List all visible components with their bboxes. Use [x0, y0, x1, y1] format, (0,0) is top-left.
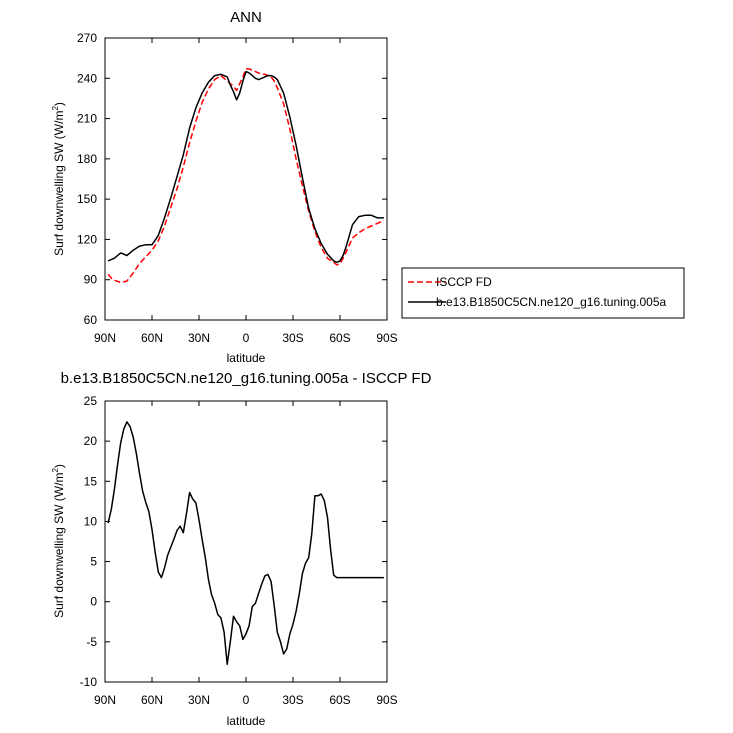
- top-x-tick-label: 90S: [376, 331, 397, 345]
- top-y-tick-label: 180: [77, 152, 97, 166]
- legend-label-isccp: ISCCP FD: [436, 275, 492, 289]
- bottom-chart-series: [107, 421, 384, 666]
- top-y-axis: 60 90 120 150 180 210 240 270: [77, 31, 387, 327]
- bottom-chart: b.e13.B1850C5CN.ne120_g16.tuning.005a - …: [51, 370, 432, 728]
- top-x-tick-label: 60S: [329, 331, 350, 345]
- bottom-y-tick-label: 0: [90, 595, 97, 609]
- bottom-x-tick-label: 60N: [141, 693, 163, 707]
- bottom-y-tick-label: 25: [84, 394, 98, 408]
- top-chart: ANN 60 90 120 150 180 210 240 270 90N 60N 30N 0 30S…: [51, 9, 685, 365]
- top-y-tick-label: 270: [77, 31, 97, 45]
- top-chart-title: ANN: [230, 9, 262, 26]
- bottom-y-axis: -10 -5 0 5 10 15 20 25: [80, 394, 387, 689]
- bottom-y-axis-title: Surf downwelling SW (W/m2): [51, 464, 66, 618]
- bottom-chart-title: b.e13.B1850C5CN.ne120_g16.tuning.005a - …: [61, 370, 432, 387]
- top-x-axis-title: latitude: [227, 351, 266, 365]
- legend-box: [401, 267, 685, 319]
- legend: ISCCP FD b.e13.B1850C5CN.ne120_g16.tunin…: [401, 267, 685, 319]
- bottom-x-axis: 90N 60N 30N 0 30S 60S 90S: [94, 401, 398, 707]
- top-series-line-0: [107, 68, 385, 284]
- top-y-axis-title-close: ): [52, 102, 66, 106]
- top-y-tick-label: 60: [84, 313, 98, 327]
- bottom-x-axis-title: latitude: [227, 714, 266, 728]
- top-x-tick-label: 90N: [94, 331, 116, 345]
- bottom-y-tick-label: -10: [80, 675, 98, 689]
- top-y-axis-title-sup: 2: [51, 106, 60, 111]
- top-x-tick-label: 30S: [282, 331, 303, 345]
- bottom-series-line-0: [107, 421, 384, 666]
- bottom-y-tick-label: 20: [84, 434, 98, 448]
- top-y-tick-label: 150: [77, 192, 97, 206]
- top-y-axis-title: Surf downwelling SW (W/m2): [51, 102, 66, 256]
- bottom-x-tick-label: 60S: [329, 693, 350, 707]
- bottom-y-tick-label: 10: [84, 514, 98, 528]
- bottom-y-axis-title-sup: 2: [51, 468, 60, 473]
- legend-label-model: b.e13.B1850C5CN.ne120_g16.tuning.005a: [436, 295, 667, 309]
- top-y-tick-label: 120: [77, 232, 97, 246]
- top-chart-series: [107, 68, 385, 284]
- top-x-tick-label: 0: [243, 331, 250, 345]
- bottom-y-axis-title-main: Surf downwelling SW (W/m: [52, 473, 66, 618]
- top-y-axis-title-main: Surf downwelling SW (W/m: [52, 111, 66, 256]
- top-x-tick-label: 30N: [188, 331, 210, 345]
- bottom-y-tick-label: -5: [86, 635, 97, 649]
- bottom-y-tick-label: 5: [90, 555, 97, 569]
- top-chart-frame: [104, 37, 388, 321]
- top-y-tick-label: 210: [77, 112, 97, 126]
- bottom-x-tick-label: 30N: [188, 693, 210, 707]
- bottom-x-tick-label: 90S: [376, 693, 397, 707]
- top-y-tick-label: 90: [84, 273, 98, 287]
- bottom-x-tick-label: 90N: [94, 693, 116, 707]
- top-series-line-1: [107, 70, 384, 264]
- bottom-chart-frame: [104, 400, 388, 683]
- bottom-x-tick-label: 30S: [282, 693, 303, 707]
- top-x-axis: 90N 60N 30N 0 30S 60S 90S: [94, 38, 398, 345]
- bottom-y-tick-label: 15: [84, 474, 98, 488]
- top-x-tick-label: 60N: [141, 331, 163, 345]
- bottom-y-axis-title-close: ): [52, 464, 66, 468]
- bottom-x-tick-label: 0: [243, 693, 250, 707]
- top-y-tick-label: 240: [77, 71, 97, 85]
